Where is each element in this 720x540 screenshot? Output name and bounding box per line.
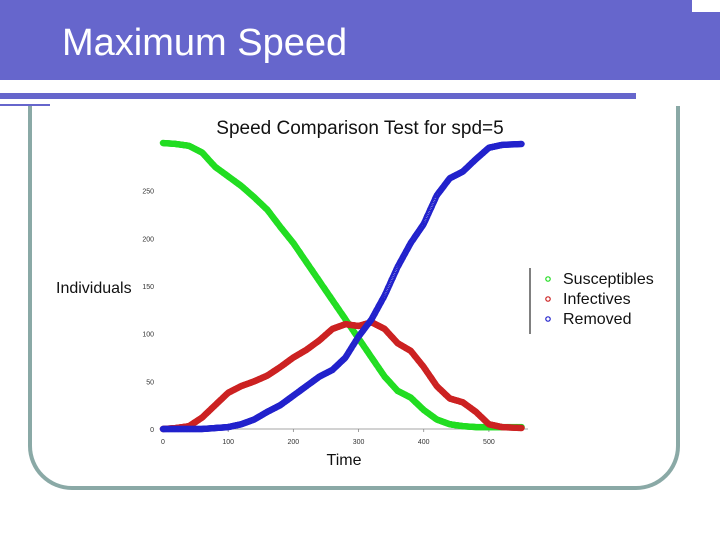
x-axis-label: Time bbox=[327, 452, 362, 469]
legend-marker bbox=[545, 296, 551, 302]
chart-title: Speed Comparison Test for spd=5 bbox=[216, 118, 503, 139]
legend-marker bbox=[545, 316, 551, 322]
y-tick-label: 150 bbox=[142, 284, 154, 291]
legend: Susceptibles Infectives Removed bbox=[545, 271, 654, 328]
legend-label: Removed bbox=[563, 311, 631, 328]
x-tick-label: 200 bbox=[288, 439, 300, 446]
x-tick-label: 300 bbox=[353, 439, 365, 446]
slide-title: Maximum Speed bbox=[62, 22, 348, 64]
series-layer bbox=[159, 139, 525, 433]
title-divider bbox=[0, 93, 636, 99]
y-tick-label: 200 bbox=[142, 236, 154, 243]
title-bar-accent bbox=[692, 12, 720, 80]
legend-label: Susceptibles bbox=[563, 271, 654, 288]
title-bar bbox=[0, 0, 692, 80]
y-axis-label: Individuals bbox=[56, 280, 132, 297]
x-tick-label: 400 bbox=[418, 439, 430, 446]
title-divider-thin bbox=[0, 104, 50, 106]
y-tick-label: 50 bbox=[146, 379, 154, 386]
y-tick-label: 250 bbox=[142, 189, 154, 196]
y-tick-label: 100 bbox=[142, 332, 154, 339]
legend-label: Infectives bbox=[563, 291, 631, 308]
y-tick-label: 0 bbox=[150, 427, 154, 434]
x-tick-label: 100 bbox=[222, 439, 234, 446]
content-frame bbox=[28, 106, 680, 490]
x-tick-label: 500 bbox=[483, 439, 495, 446]
data-point bbox=[518, 140, 525, 148]
series-susceptibles bbox=[159, 139, 525, 431]
data-point bbox=[518, 424, 525, 432]
legend-marker bbox=[545, 276, 551, 282]
x-tick-label: 0 bbox=[161, 439, 165, 446]
series-removed bbox=[159, 140, 525, 433]
